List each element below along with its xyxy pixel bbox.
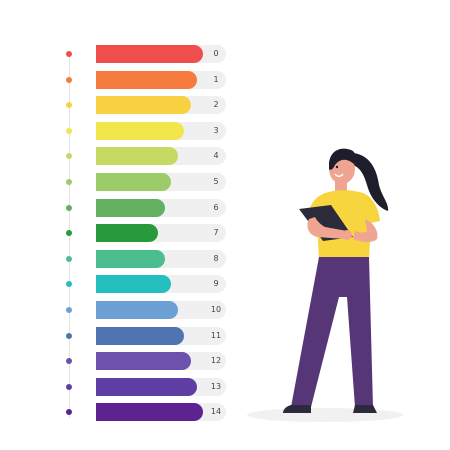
scale-dot [66,383,72,390]
scale-label: 1 [213,74,219,84]
scale-dot [66,230,72,237]
scale-track [96,121,226,140]
scale-label: 8 [213,253,219,263]
scale-dot [66,409,72,416]
scale-label: 0 [213,49,219,58]
scale-track [96,224,226,243]
scale-track [96,96,226,115]
scale-label: 2 [213,100,219,110]
scale-dot [66,51,72,57]
floor-shadow [247,408,403,422]
scale-label: 13 [210,381,222,391]
scale-row: 5 [0,173,240,191]
scale-track [96,326,226,345]
scale-track [96,377,226,396]
scale-axis-line [69,56,70,418]
scale-label: 5 [213,177,219,186]
scale-bar [96,70,198,89]
scale-row: 12 [0,352,240,371]
scale-bar [96,121,185,140]
scale-bar [96,147,178,166]
scale-row: 9 [0,275,240,294]
scale-track [96,403,226,422]
scale-dot [66,307,72,313]
scale-track [96,70,226,89]
scale-track [96,198,226,217]
right-arm [353,219,378,242]
left-shoe [283,405,311,413]
scale-dot [66,358,72,365]
scale-bar [96,198,165,217]
scale-label: 6 [213,202,219,212]
hair-top [329,148,357,170]
scale-label: 9 [213,279,219,289]
scale-dot [66,179,72,185]
scale-bar [96,275,172,294]
scale-dot [66,127,72,134]
scale-row: 13 [0,377,240,396]
scale-bar [96,173,172,191]
scale-dot [66,255,72,262]
scale-label: 10 [210,305,222,314]
woman-with-clipboard-illustration [247,148,403,422]
scale-row: 2 [0,96,240,115]
eye [335,165,339,169]
hand [342,230,352,240]
scale-label: 14 [210,407,222,417]
scale-bar [96,403,203,422]
scale-row: 1 [0,70,240,89]
scale-track [96,352,226,371]
scale-row: 8 [0,249,240,268]
scale-track [96,249,226,268]
scale-track [96,147,226,166]
scale-bar [96,96,191,115]
scale-bar [96,249,165,268]
scale-row: 6 [0,198,240,217]
scale-row: 3 [0,121,240,140]
scale-label: 7 [213,228,219,238]
scale-dot [66,76,72,83]
scale-row: 10 [0,301,240,319]
scale-track [96,275,226,294]
scale-dot [66,153,72,160]
scale-track [96,301,226,319]
scale-track [96,45,226,63]
scale-row: 14 [0,403,240,422]
scale-row: 4 [0,147,240,166]
pants [291,257,373,407]
scale-dot [66,102,72,109]
scale-label: 3 [213,125,219,135]
scale-row: 7 [0,224,240,243]
scale-label: 4 [213,151,219,161]
scale-label: 12 [210,356,222,366]
scale-row: 11 [0,326,240,345]
scale-bar [96,326,185,345]
scale-dot [66,281,72,288]
scale-dot [66,204,72,211]
scale-dot [66,332,72,339]
smile [334,173,344,177]
ponytail [353,153,389,211]
scale-bar [96,224,159,243]
scale-label: 11 [210,330,222,340]
scale-bar [96,301,178,319]
scale-bar [96,377,198,396]
left-arm [307,217,347,239]
right-shoe [353,405,377,413]
scale-row: 0 [0,45,240,63]
scale-bar [96,352,191,371]
scale-track [96,173,226,191]
scale-bar [96,45,203,63]
